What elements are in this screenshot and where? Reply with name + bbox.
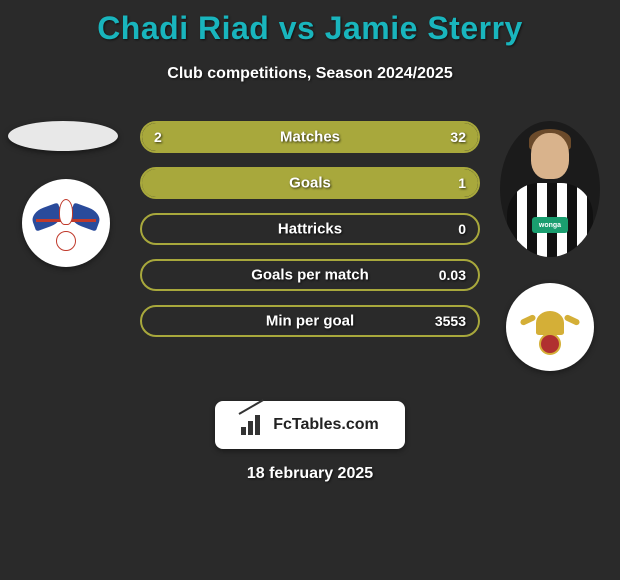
bar-label: Min per goal bbox=[266, 313, 354, 330]
page-title: Chadi Riad vs Jamie Sterry bbox=[0, 0, 620, 47]
footer: FcTables.com 18 february 2025 bbox=[0, 401, 620, 483]
stat-bar: 1 Goals bbox=[140, 167, 480, 199]
bar-label: Goals per match bbox=[251, 267, 369, 284]
stat-bar: 2 32 Matches bbox=[140, 121, 480, 153]
stat-bar: 3553 Min per goal bbox=[140, 305, 480, 337]
right-player-column: wonga bbox=[490, 121, 620, 371]
crystal-palace-icon bbox=[32, 189, 100, 257]
right-player-photo: wonga bbox=[500, 121, 600, 257]
comparison-content: wonga 2 32 Matches 1 Goals 0 Hattricks 0.03 Goal… bbox=[0, 121, 620, 381]
stat-bar: 0.03 Goals per match bbox=[140, 259, 480, 291]
jersey-sponsor: wonga bbox=[532, 217, 568, 233]
bar-label: Hattricks bbox=[278, 221, 342, 238]
bar-right-value: 0 bbox=[458, 221, 466, 237]
stat-bar: 0 Hattricks bbox=[140, 213, 480, 245]
date-text: 18 february 2025 bbox=[247, 465, 373, 483]
bar-label: Goals bbox=[289, 175, 331, 192]
bar-left-value: 2 bbox=[154, 129, 162, 145]
bar-right-value: 32 bbox=[450, 129, 466, 145]
left-player-avatar-placeholder bbox=[8, 121, 118, 151]
subtitle: Club competitions, Season 2024/2025 bbox=[0, 65, 620, 83]
bar-chart-icon bbox=[241, 415, 265, 435]
left-club-badge bbox=[22, 179, 110, 267]
stat-bars: 2 32 Matches 1 Goals 0 Hattricks 0.03 Goals per … bbox=[140, 121, 480, 337]
fctables-logo: FcTables.com bbox=[215, 401, 405, 449]
bar-right-value: 1 bbox=[458, 175, 466, 191]
bar-label: Matches bbox=[280, 129, 340, 146]
doncaster-icon bbox=[516, 293, 584, 361]
logo-text: FcTables.com bbox=[273, 416, 379, 434]
left-player-column bbox=[0, 121, 120, 267]
right-club-badge bbox=[506, 283, 594, 371]
bar-right-value: 3553 bbox=[435, 313, 466, 329]
bar-right-value: 0.03 bbox=[439, 267, 466, 283]
